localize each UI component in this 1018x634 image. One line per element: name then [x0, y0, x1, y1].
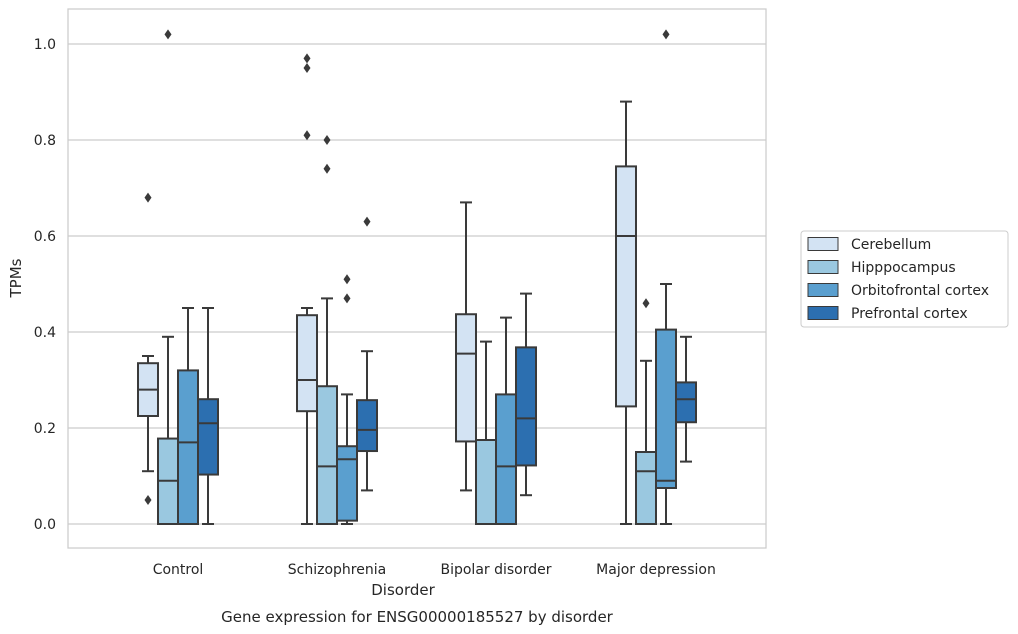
flier-point — [662, 29, 670, 40]
flier-point — [164, 29, 172, 40]
y-tick-label: 0.0 — [34, 517, 56, 533]
figure-caption: Gene expression for ENSG00000185527 by d… — [221, 608, 614, 626]
legend-label: Hipppocampus — [851, 260, 956, 276]
box-body — [475, 439, 497, 525]
box-3-0 — [197, 307, 219, 525]
box-0-2 — [455, 201, 477, 492]
legend-swatch — [807, 260, 839, 274]
box-1-2 — [475, 340, 497, 525]
box-body — [197, 398, 219, 476]
legend-label: Cerebellum — [851, 237, 931, 253]
flier-point — [303, 63, 311, 73]
y-axis-label: TPMs — [7, 258, 25, 298]
legend-swatch — [807, 237, 839, 251]
box-body — [515, 346, 537, 467]
box-body — [635, 451, 657, 525]
box-body — [615, 165, 637, 408]
legend: Cerebellum Hipppocampus Orbitofrontal cort… — [800, 230, 1009, 328]
box-0-0 — [137, 192, 159, 505]
legend-label: Orbitofrontal cortex — [851, 283, 989, 299]
x-tick-labels: Control Schizophrenia Bipolar disorder Majo… — [153, 562, 716, 578]
box-body — [296, 314, 318, 413]
box-3-1 — [356, 216, 378, 492]
box-body — [177, 369, 199, 525]
box-0-3 — [615, 100, 637, 525]
box-body — [455, 313, 477, 443]
box-1-1 — [316, 135, 338, 525]
x-tick-label: Schizophrenia — [288, 562, 386, 578]
flier-point — [303, 53, 311, 64]
x-tick-label: Major depression — [596, 562, 716, 578]
y-tick-label: 1.0 — [34, 37, 56, 53]
box-body — [356, 399, 378, 453]
plot-frame — [67, 8, 767, 549]
flier-point — [144, 192, 152, 203]
legend-frame — [800, 230, 1009, 328]
box-groups — [137, 29, 697, 525]
box-0-1 — [296, 53, 318, 525]
box-3-2 — [515, 292, 537, 497]
box-body — [495, 393, 517, 525]
y-tick-label: 0.6 — [34, 229, 56, 245]
flier-point — [343, 293, 351, 304]
flier-point — [303, 130, 311, 141]
box-2-0 — [177, 307, 199, 525]
y-tick-label: 0.8 — [34, 133, 56, 149]
box-body — [655, 328, 677, 489]
box-1-0 — [157, 29, 179, 525]
flier-point — [363, 216, 371, 227]
box-2-1 — [336, 274, 358, 525]
legend-swatch — [807, 283, 839, 297]
y-tick-label: 0.2 — [34, 421, 56, 437]
x-axis-label: Disorder — [371, 581, 435, 599]
flier-point — [323, 135, 331, 145]
flier-point — [323, 163, 331, 174]
box-2-3 — [655, 29, 677, 525]
box-2-2 — [495, 316, 517, 525]
box-body — [675, 381, 697, 424]
flier-point — [343, 274, 351, 285]
flier-point — [144, 495, 152, 505]
legend-swatch — [807, 306, 839, 320]
box-3-3 — [675, 335, 697, 463]
y-tick-label: 0.4 — [34, 325, 56, 341]
legend-label: Prefrontal cortex — [851, 306, 968, 322]
x-tick-label: Bipolar disorder — [440, 562, 551, 578]
y-tick-labels: 0.0 0.2 0.4 0.6 0.8 1.0 — [34, 37, 56, 533]
flier-point — [642, 298, 650, 309]
box-body — [316, 385, 338, 525]
box-body — [336, 445, 358, 522]
x-tick-label: Control — [153, 562, 204, 578]
